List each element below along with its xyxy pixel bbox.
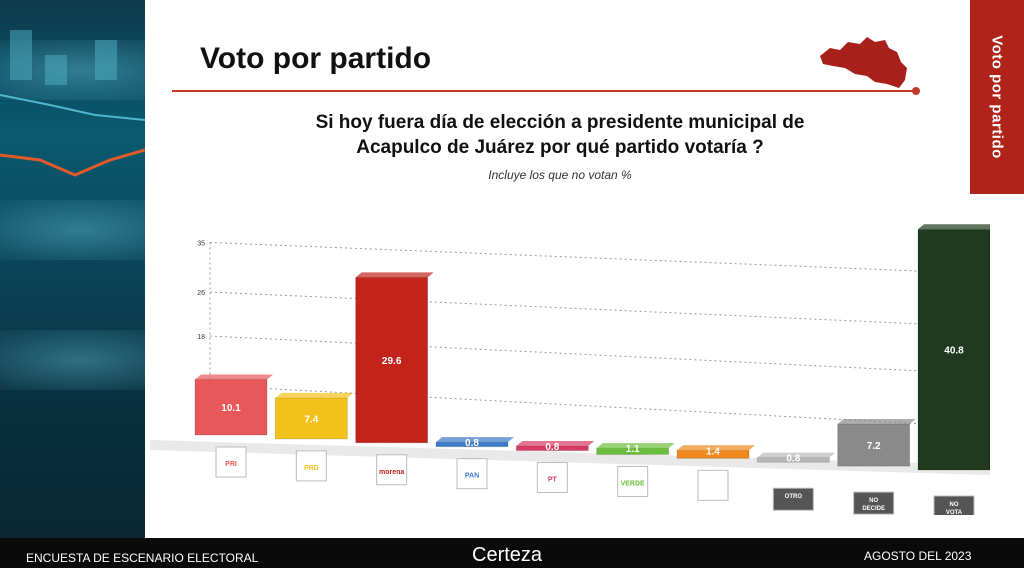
bar-value-label: 1.1: [626, 444, 640, 455]
bar-top: [837, 418, 916, 424]
party-logo-label: DECIDE: [862, 506, 885, 512]
question-line-2: Acapulco de Juárez por qué partido votar…: [356, 137, 764, 158]
bar: [837, 423, 911, 467]
bar-top: [757, 452, 836, 458]
party-logo-label: VOTA: [946, 510, 963, 515]
bar-value-label: 7.4: [304, 414, 318, 425]
bar-value-label: 40.8: [944, 346, 964, 357]
party-logo-label: PAN: [465, 473, 479, 480]
party-logo-box: [853, 491, 895, 515]
bar-top: [918, 224, 990, 230]
party-logo-label: VERDE: [621, 480, 645, 487]
state-map-icon: [820, 37, 907, 88]
party-logo-label: PRI: [225, 461, 237, 468]
footer-date: AGOSTO DEL 2023: [864, 549, 972, 563]
bar-value-label: 0.8: [465, 438, 479, 449]
party-logo-label: NO: [869, 498, 878, 504]
party-logo-box: [215, 446, 247, 478]
bar-value-label: 1.4: [706, 446, 720, 457]
bar-top: [677, 445, 755, 451]
chart-subtitle: Incluye los que no votan %: [488, 168, 632, 182]
bar: [355, 276, 429, 444]
bar-top: [195, 374, 273, 380]
gridline: [209, 291, 981, 328]
side-tab-label: Voto por partido: [988, 35, 1006, 159]
party-logo-box: [772, 487, 814, 511]
party-logo-box: [456, 458, 488, 490]
party-logo-label: PT: [548, 477, 558, 484]
party-logo-box: [376, 454, 408, 486]
footer-bar: ENCUESTA DE ESCENARIO ELECTORAL Certeza …: [0, 538, 1024, 568]
title-divider-dot: [912, 87, 920, 95]
footer-left-text: ENCUESTA DE ESCENARIO ELECTORAL: [26, 551, 259, 565]
party-logo-label: morena: [379, 469, 404, 476]
bar: [917, 228, 990, 471]
party-logo-box: [617, 465, 649, 497]
chart-floor: [150, 440, 990, 475]
bar-top: [436, 437, 514, 443]
gridline: [209, 385, 981, 428]
bar-top: [596, 443, 675, 449]
bar: [194, 378, 268, 436]
bar-top: [516, 441, 595, 447]
party-logo-label: PRD: [304, 465, 319, 472]
page-title: Voto por partido: [200, 42, 432, 75]
side-tab: Voto por partido: [970, 0, 1024, 194]
y-tick-label: 26: [197, 290, 205, 297]
title-divider: [172, 90, 916, 92]
y-tick-label: 35: [197, 241, 205, 248]
left-background-image: [0, 0, 145, 538]
party-logo-box: [933, 495, 975, 515]
bar-value-label: 0.8: [545, 442, 559, 453]
footer-brand: Certeza: [472, 544, 543, 566]
bar-value-label: 7.2: [867, 441, 881, 452]
bar-value-label: 29.6: [382, 356, 402, 367]
party-logo-label: OTRO: [785, 494, 803, 500]
gridline: [209, 335, 981, 375]
vote-bar-chart: 918263510.1PRI7.4PRD29.6morena0.8PAN0.8P…: [150, 224, 990, 515]
bar-value-label: 10.1: [221, 403, 241, 414]
question-line-1: Si hoy fuera día de elección a president…: [315, 112, 805, 133]
party-logo-box: [697, 469, 729, 501]
gridline: [209, 242, 981, 274]
party-logo-label: NO: [950, 502, 959, 508]
bar-top: [275, 392, 354, 398]
y-tick-label: 18: [197, 334, 205, 341]
party-logo-box: [536, 462, 568, 494]
bar-value-label: 0.8: [786, 454, 800, 465]
bar-top: [355, 272, 434, 278]
party-logo-box: [295, 450, 327, 482]
